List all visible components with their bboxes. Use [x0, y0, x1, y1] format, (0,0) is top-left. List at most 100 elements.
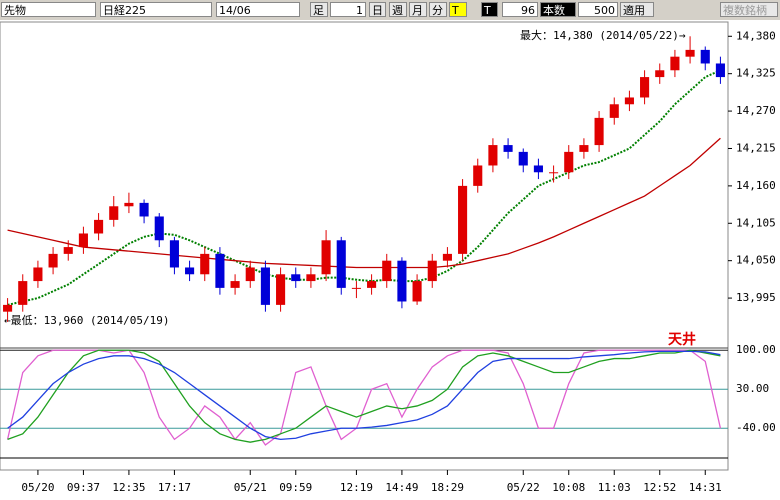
count-label: 本数 — [540, 2, 576, 17]
candle-body — [700, 49, 710, 64]
candle-body — [124, 202, 134, 207]
candle-body — [564, 151, 574, 173]
x-tick-label: 14:49 — [385, 481, 418, 494]
y-tick-label: 14,270 — [736, 104, 776, 117]
candle-body — [306, 274, 316, 282]
line — [7, 349, 721, 443]
x-tick-label: 12:52 — [643, 481, 676, 494]
multi-button[interactable]: 複数銘柄 — [720, 2, 778, 17]
candle-body — [594, 117, 604, 146]
candle-body — [488, 145, 498, 166]
line — [7, 350, 721, 441]
candle-body — [549, 172, 559, 174]
bar-label: 足 — [310, 2, 328, 17]
minute-button[interactable]: 分 — [429, 2, 447, 17]
x-tick-label: 12:35 — [112, 481, 145, 494]
y-tick-label: 14,325 — [736, 67, 776, 80]
y-tick-label: 14,380 — [736, 29, 776, 42]
peak-annotation: 天井 — [668, 331, 696, 348]
candle-body — [63, 247, 73, 254]
x-tick-label: 09:59 — [279, 481, 312, 494]
candle-body — [185, 267, 195, 275]
x-tick-label: 18:29 — [431, 481, 464, 494]
max-annotation: 最大：14,380 (2014/05/22)→ — [520, 28, 686, 42]
y-tick-label: 30.00 — [736, 382, 769, 395]
candle-body — [3, 304, 13, 312]
candle-body — [230, 281, 240, 288]
week-button[interactable]: 週 — [389, 2, 407, 17]
candle-body — [245, 267, 255, 282]
chart: 最大：14,380 (2014/05/22)→ ←最低：13,960 (2014… — [0, 21, 776, 494]
candle-body — [458, 185, 468, 254]
count-input[interactable]: 96 — [502, 2, 538, 17]
candle-body — [382, 260, 392, 282]
plot-frame — [0, 21, 729, 471]
month-select[interactable]: 14/06 — [216, 2, 300, 17]
x-tick-label: 05/20 — [21, 481, 54, 494]
candle-body — [321, 240, 331, 275]
x-tick-label: 05/22 — [507, 481, 540, 494]
toolbar: 先物 日経225 14/06 足 1 日 週 月 分 T T 96 本数 500… — [0, 0, 780, 20]
candle-body — [139, 202, 149, 217]
min-annotation: ←最低：13,960 (2014/05/19) — [4, 314, 169, 327]
x-tick-label: 05/21 — [234, 481, 267, 494]
candle-body — [18, 281, 28, 305]
candle-body — [260, 267, 270, 305]
candle-body — [291, 274, 301, 282]
candle-body — [215, 253, 225, 288]
y-tick-label: -40.00 — [736, 421, 776, 434]
y-tick-label: 100.00 — [736, 343, 776, 356]
candle-body — [94, 219, 104, 234]
bars-input[interactable]: 500 — [578, 2, 618, 17]
candle-body — [579, 145, 589, 152]
candle-body — [655, 70, 665, 78]
line — [7, 137, 721, 269]
day-button[interactable]: 日 — [369, 2, 386, 17]
x-tick-label: 17:17 — [158, 481, 191, 494]
x-tick-label: 12:19 — [340, 481, 373, 494]
candle-body — [336, 240, 346, 288]
market-select[interactable]: 先物 — [1, 2, 96, 17]
y-tick-label: 14,160 — [736, 179, 776, 192]
candle-body — [640, 77, 650, 98]
candle-body — [169, 240, 179, 268]
candle-body — [533, 165, 543, 173]
month-button[interactable]: 月 — [409, 2, 427, 17]
index-select[interactable]: 日経225 — [100, 2, 212, 17]
candle-body — [154, 216, 164, 241]
candle-body — [397, 260, 407, 302]
y-tick-label: 14,105 — [736, 216, 776, 229]
candle-body — [48, 253, 58, 268]
candle-body — [442, 253, 452, 261]
x-tick-label: 09:37 — [67, 481, 100, 494]
bar-input[interactable]: 1 — [330, 2, 366, 17]
y-tick-label: 14,050 — [736, 254, 776, 267]
candle-body — [200, 253, 210, 275]
candle-body — [109, 206, 119, 220]
x-tick-label: 10:08 — [552, 481, 585, 494]
candle-body — [503, 145, 513, 152]
apply-button[interactable]: 適用 — [620, 2, 654, 17]
line — [7, 69, 721, 306]
candle-body — [367, 281, 377, 288]
y-tick-label: 14,215 — [736, 141, 776, 154]
x-tick-label: 14:31 — [689, 481, 722, 494]
candle-body — [412, 281, 422, 302]
candle-body — [715, 63, 725, 78]
candle-body — [609, 104, 619, 118]
candle-body — [685, 49, 695, 57]
candle-body — [78, 233, 88, 248]
candle-body — [276, 274, 286, 305]
candle-body — [473, 165, 483, 186]
tick-button[interactable]: T — [449, 2, 467, 17]
candle-body — [670, 56, 680, 71]
candle-body — [33, 267, 43, 282]
candle-body — [624, 97, 634, 105]
candle-body — [351, 287, 361, 289]
y-tick-label: 13,995 — [736, 291, 776, 304]
candle-body — [427, 260, 437, 282]
t-label: T — [481, 2, 498, 17]
candle-body — [518, 151, 528, 166]
x-tick-label: 11:03 — [598, 481, 631, 494]
